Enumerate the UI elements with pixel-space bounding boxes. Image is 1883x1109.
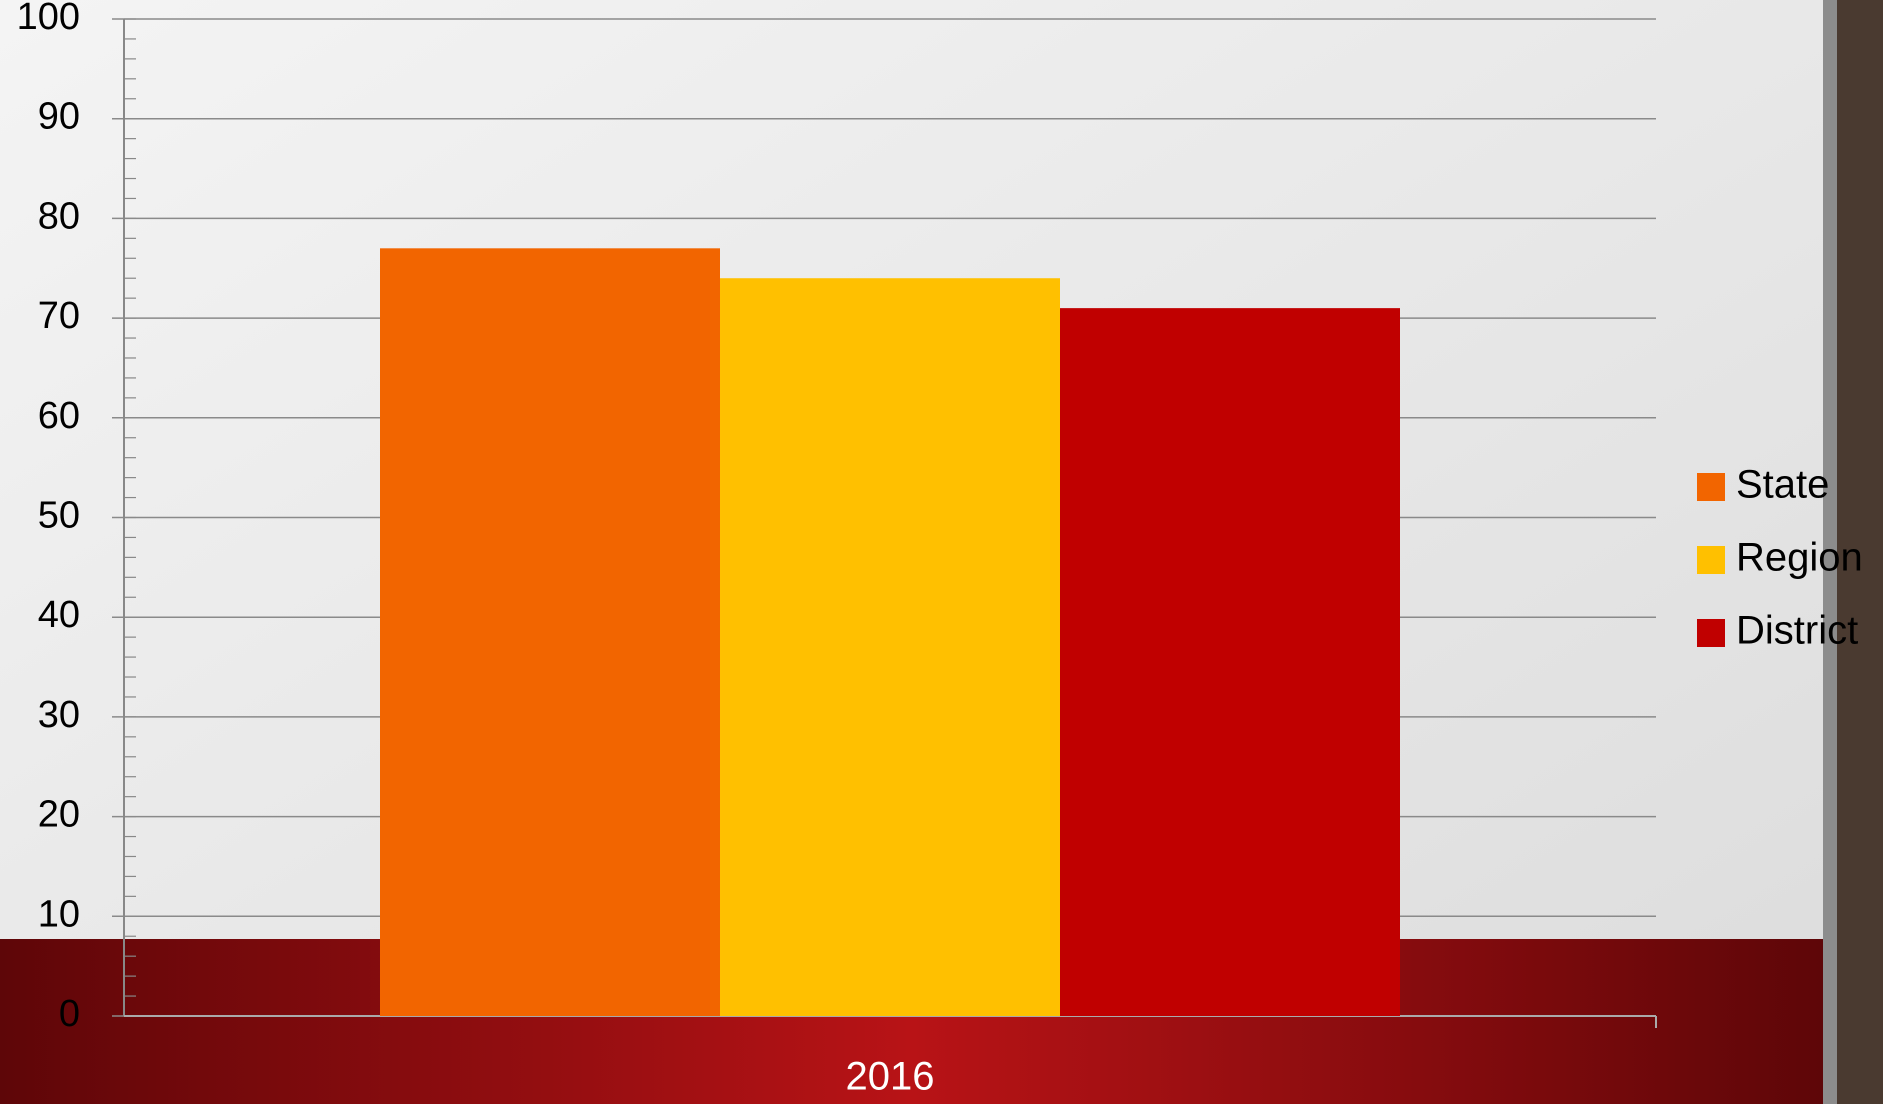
legend-label: District	[1736, 609, 1858, 653]
bar	[380, 248, 720, 1016]
legend-swatch	[1697, 473, 1725, 501]
y-tick-label: 50	[38, 495, 80, 537]
legend-label: Region	[1736, 536, 1863, 580]
x-tick-label: 2016	[846, 1055, 935, 1099]
y-tick-label: 90	[38, 96, 80, 138]
y-tick-label: 40	[38, 594, 80, 636]
bar	[720, 278, 1060, 1017]
y-tick-label: 10	[38, 893, 80, 935]
y-tick-label: 30	[38, 694, 80, 736]
divider	[1823, 0, 1837, 1104]
legend-swatch	[1697, 546, 1725, 574]
legend-label: State	[1736, 463, 1829, 507]
y-tick-label: 70	[38, 295, 80, 337]
y-tick-label: 0	[59, 993, 80, 1035]
legend-swatch	[1697, 619, 1725, 647]
y-tick-label: 80	[38, 195, 80, 237]
y-tick-label: 100	[17, 0, 80, 38]
y-tick-label: 20	[38, 794, 80, 836]
bar	[1060, 308, 1400, 1016]
y-tick-label: 60	[38, 395, 80, 437]
